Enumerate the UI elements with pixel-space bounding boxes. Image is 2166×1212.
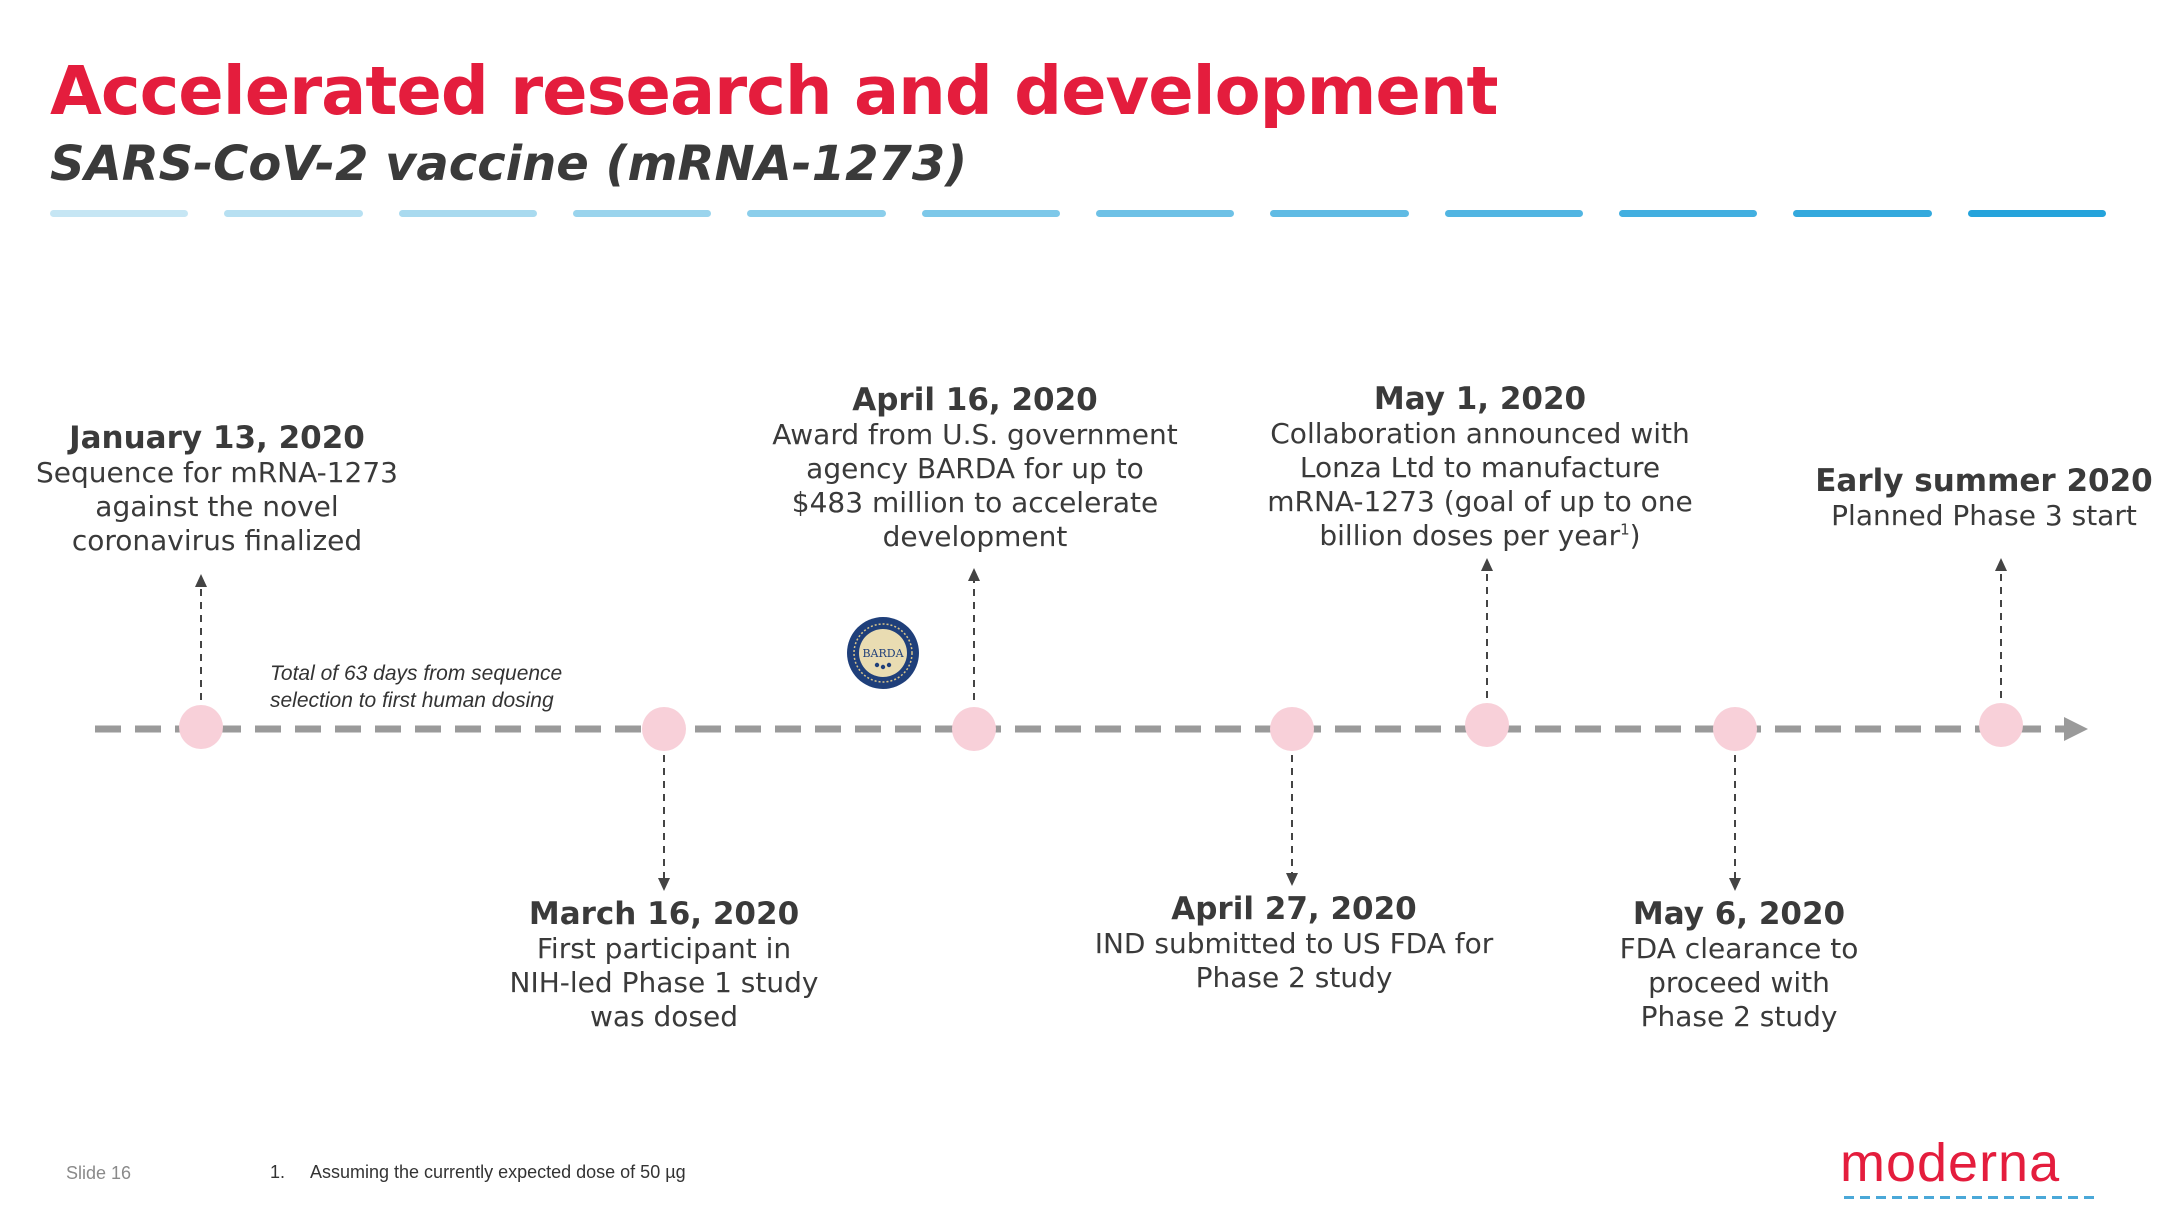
event-description: First participant in NIH-led Phase 1 stu…: [509, 932, 819, 1033]
timeline-arrowhead: [2064, 717, 2088, 741]
header-dash-segment: [573, 210, 712, 217]
event-may1: May 1, 2020 Collaboration announced with…: [1267, 381, 1693, 553]
header-dash-segment: [747, 210, 886, 217]
page-title: Accelerated research and development: [50, 52, 1499, 130]
header-dash-segment: [1619, 210, 1758, 217]
header-dash-segment: [1793, 210, 1932, 217]
event-may6: May 6, 2020 FDA clearance to proceed wit…: [1620, 896, 1859, 1034]
node-may1: [1465, 703, 1509, 747]
event-date: Early summer 2020: [1815, 463, 2153, 499]
event-apr27: April 27, 2020 IND submitted to US FDA f…: [1095, 891, 1494, 995]
event-date: March 16, 2020: [528, 896, 800, 932]
event-summer: Early summer 2020 Planned Phase 3 start: [1815, 463, 2153, 533]
header-dash-segment: [398, 210, 537, 217]
event-date: May 6, 2020: [1632, 896, 1846, 932]
event-date: April 16, 2020: [852, 382, 1098, 418]
moderna-logo: moderna: [1840, 1133, 2061, 1193]
arrowhead-summer: [1995, 558, 2007, 571]
arrowhead-may1: [1481, 558, 1493, 571]
event-description: Sequence for mRNA-1273 against the novel…: [36, 456, 398, 557]
footnote: 1. Assuming the currently expected dose o…: [270, 1162, 686, 1183]
event-date: April 27, 2020: [1171, 891, 1417, 927]
arrowhead-may6: [1729, 878, 1741, 891]
arrowhead-jan13: [195, 574, 207, 587]
event-description: Award from U.S. government agency BARDA …: [772, 418, 1178, 553]
event-date: May 1, 2020: [1373, 381, 1587, 417]
event-description: Collaboration announced with Lonza Ltd t…: [1267, 417, 1693, 552]
header-dash-segment: [1967, 210, 2106, 217]
header-dash-segment: [1096, 210, 1235, 217]
logo-underline: [1844, 1196, 2100, 1199]
event-description: Planned Phase 3 start: [1831, 499, 2137, 532]
node-summer: [1979, 703, 2023, 747]
arrowhead-apr16: [968, 568, 980, 581]
header-dash-divider: [50, 210, 2106, 218]
event-mar16: March 16, 2020 First participant in NIH-…: [510, 896, 819, 1034]
arrowhead-apr27: [1286, 873, 1298, 886]
node-may6: [1713, 707, 1757, 751]
node-jan13: [179, 705, 223, 749]
node-mar16: [642, 707, 686, 751]
event-date: January 13, 2020: [69, 420, 365, 456]
event-apr16: April 16, 2020 Award from U.S. governmen…: [772, 382, 1178, 554]
header-dash-segment: [50, 210, 189, 217]
svg-text:BARDA: BARDA: [862, 647, 904, 660]
event-description: IND submitted to US FDA for Phase 2 stud…: [1094, 927, 1494, 994]
footnote-text: Assuming the currently expected dose of …: [310, 1162, 686, 1182]
footnote-marker: 1: [1620, 520, 1630, 539]
barda-seal-icon: BARDA: [847, 617, 919, 689]
timeline-duration-note: Total of 63 days from sequence selection…: [270, 662, 563, 712]
slide-number: Slide 16: [66, 1163, 132, 1183]
footnote-number: 1.: [270, 1162, 286, 1182]
page-subtitle: SARS-CoV-2 vaccine (mRNA-1273): [50, 136, 968, 192]
header-dash-segment: [1444, 210, 1583, 217]
arrowhead-mar16: [658, 878, 670, 891]
header-dash-segment: [1270, 210, 1409, 217]
node-apr27: [1270, 707, 1314, 751]
header-dash-segment: [921, 210, 1060, 217]
header-dash-segment: [224, 210, 363, 217]
event-description: FDA clearance to proceed with Phase 2 st…: [1619, 932, 1859, 1033]
event-jan13: January 13, 2020 Sequence for mRNA-1273 …: [36, 420, 398, 558]
node-apr16: [952, 707, 996, 751]
